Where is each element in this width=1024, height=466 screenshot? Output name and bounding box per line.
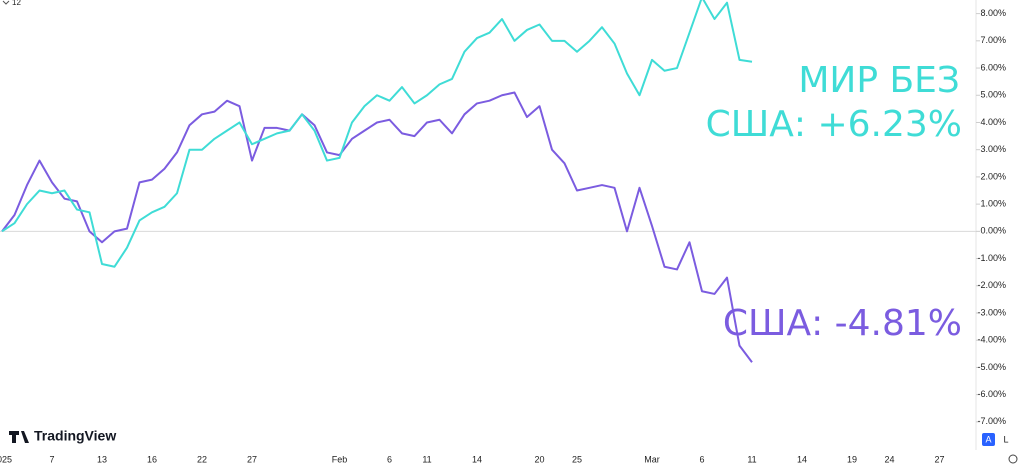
y-tick-label: 0.00% — [980, 226, 1006, 236]
logo: TradingView — [9, 428, 116, 444]
top-label: 12 — [12, 0, 21, 7]
x-tick-label: 11 — [747, 454, 756, 464]
x-tick-label: 6 — [387, 454, 392, 464]
annotation: США: +6.23% — [706, 104, 962, 145]
x-tick-label: 27 — [934, 454, 944, 464]
annotation: США: -4.81% — [723, 303, 962, 344]
x-tick-label: 27 — [247, 454, 257, 464]
x-tick-label: 22 — [197, 454, 207, 464]
x-tick-label: 13 — [97, 454, 107, 464]
x-tick-label: 16 — [147, 454, 157, 464]
y-tick-label: -4.00% — [977, 335, 1006, 345]
y-tick-label: -5.00% — [977, 362, 1006, 372]
y-tick-label: 2.00% — [980, 171, 1006, 181]
y-tick-label: 7.00% — [980, 35, 1006, 45]
y-tick-label: 3.00% — [980, 144, 1006, 154]
x-tick-label: 14 — [797, 454, 807, 464]
x-tick-label: 14 — [472, 454, 482, 464]
y-tick-label: -6.00% — [977, 389, 1006, 399]
x-tick-label: 7 — [49, 454, 54, 464]
y-tick-label: 4.00% — [980, 117, 1006, 127]
annotation: МИР БЕЗ — [798, 60, 960, 101]
auto-button[interactable] — [982, 433, 995, 446]
x-tick-label: 11 — [422, 454, 431, 464]
log-button-label[interactable]: L — [1003, 434, 1008, 444]
y-tick-label: 8.00% — [980, 8, 1006, 18]
line-series — [1, 0, 753, 268]
x-tick-label: Mar — [644, 454, 660, 464]
x-tick-label: 19 — [847, 454, 857, 464]
logo-icon — [9, 431, 29, 443]
x-tick-label: 24 — [884, 454, 894, 464]
line-series — [1, 91, 753, 363]
x-tick-label: 20 — [534, 454, 544, 464]
auto-button-label[interactable]: A — [985, 434, 991, 444]
x-tick-label: Feb — [332, 454, 348, 464]
y-tick-label: 6.00% — [980, 62, 1006, 72]
y-tick-label: 1.00% — [980, 199, 1006, 209]
dropdown-icon — [2, 0, 10, 5]
logo-text: TradingView — [34, 428, 116, 444]
y-tick-label: -7.00% — [977, 416, 1006, 426]
y-tick-label: -2.00% — [977, 280, 1006, 290]
settings-icon[interactable] — [1008, 454, 1018, 464]
y-tick-label: 5.00% — [980, 90, 1006, 100]
y-tick-label: -3.00% — [977, 307, 1006, 317]
x-tick-label: 25 — [572, 454, 582, 464]
plot-area — [0, 0, 976, 363]
x-tick-label: 6 — [699, 454, 704, 464]
y-tick-label: -1.00% — [977, 253, 1006, 263]
